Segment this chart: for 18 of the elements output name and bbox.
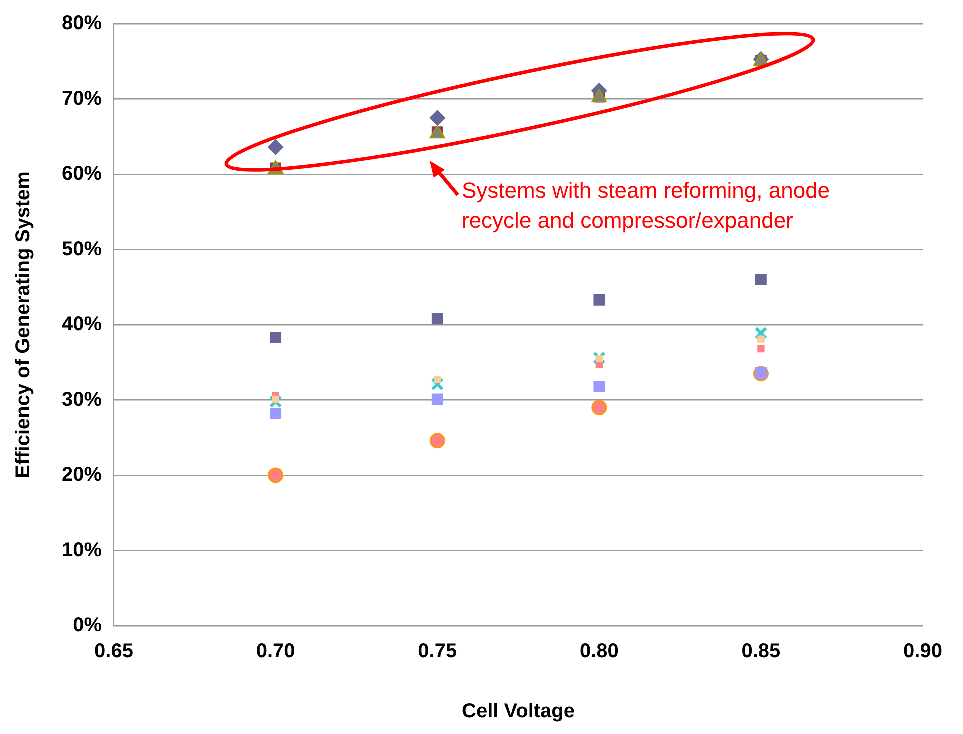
y-tick-label: 10% bbox=[62, 539, 102, 562]
y-axis-title: Efficiency of Generating System bbox=[12, 172, 35, 478]
y-tick-label: 50% bbox=[62, 238, 102, 260]
y-tick-label: 80% bbox=[62, 12, 102, 35]
x-tick-label: 0.80 bbox=[580, 640, 619, 663]
y-tick-label: 20% bbox=[62, 464, 102, 486]
x-tick-label: 0.85 bbox=[742, 640, 781, 663]
x-axis-title: Cell Voltage bbox=[462, 700, 576, 723]
y-tick-label: 30% bbox=[62, 388, 102, 411]
x-tick-label: 0.70 bbox=[256, 640, 296, 663]
y-tick-label: 40% bbox=[62, 314, 102, 336]
x-tick-label: 0.75 bbox=[418, 640, 458, 663]
y-tick-label: 70% bbox=[62, 88, 102, 110]
annotation: Systems with steam reforming, anode recycle and compressor/expander bbox=[462, 177, 832, 235]
x-tick-label: 0.90 bbox=[904, 640, 942, 663]
x-tick-label: 0.65 bbox=[94, 640, 134, 663]
y-tick-label: 0% bbox=[73, 614, 102, 637]
y-tick-label: 60% bbox=[62, 163, 102, 186]
